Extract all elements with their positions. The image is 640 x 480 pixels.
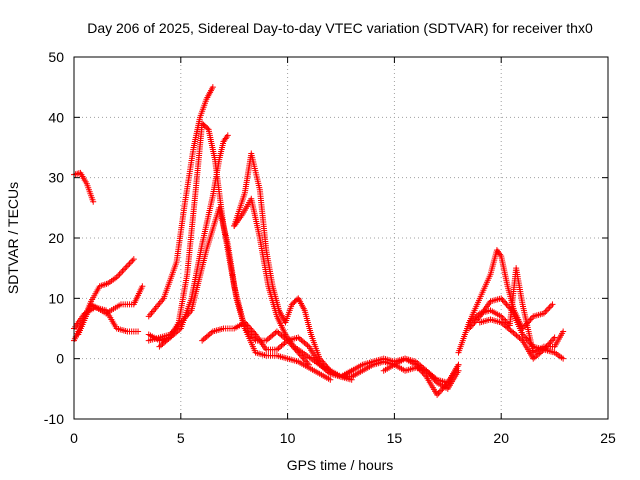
data-point: [123, 263, 130, 270]
data-point: [543, 307, 550, 314]
data-point: [127, 259, 134, 266]
data-point: [560, 355, 567, 362]
chart-title: Day 206 of 2025, Sidereal Day-to-day VTE…: [87, 20, 593, 36]
data-point: [120, 266, 127, 273]
data-point: [116, 271, 123, 278]
x-tick-label: 25: [600, 430, 616, 446]
data-point: [551, 334, 558, 341]
series-trace-15: [455, 247, 556, 356]
data-point: [139, 283, 146, 290]
grid-lines: [74, 57, 608, 419]
data-point: [523, 336, 530, 343]
series-trace-14: [380, 355, 462, 386]
data-point: [245, 323, 252, 330]
x-tick-label: 20: [493, 430, 509, 446]
data-point: [502, 299, 509, 306]
data-point: [249, 328, 256, 335]
data-point: [135, 328, 142, 335]
data-point: [126, 260, 133, 267]
data-points: [71, 84, 567, 398]
data-point: [119, 268, 126, 275]
series-trace-4: [75, 283, 146, 338]
data-point: [224, 132, 231, 139]
data-point: [125, 262, 132, 269]
series-trace-1: [71, 169, 97, 205]
data-point: [90, 198, 97, 205]
data-point: [560, 328, 567, 335]
data-point: [546, 304, 553, 311]
data-point: [130, 256, 137, 263]
data-point: [122, 265, 129, 272]
data-point: [546, 340, 553, 347]
x-tick-label: 10: [280, 430, 296, 446]
x-axis-label: GPS time / hours: [287, 457, 394, 473]
data-point: [548, 302, 555, 309]
x-tick-label: 5: [177, 430, 185, 446]
data-point: [117, 269, 124, 276]
y-tick-label: 10: [48, 290, 64, 306]
data-point: [129, 257, 136, 264]
data-point: [549, 301, 556, 308]
y-tick-label: 50: [48, 49, 64, 65]
data-point: [436, 388, 443, 395]
series-trace-8: [145, 204, 312, 368]
data-point: [503, 301, 510, 308]
series-trace-11: [231, 195, 355, 380]
data-point: [204, 125, 211, 132]
series-trace-6: [145, 120, 334, 383]
y-tick-label: 40: [48, 109, 64, 125]
y-tick-label: 30: [48, 170, 64, 186]
x-tick-label: 0: [70, 430, 78, 446]
y-tick-label: 20: [48, 230, 64, 246]
x-tick-label: 15: [387, 430, 403, 446]
data-point: [115, 272, 122, 279]
data-point: [209, 84, 216, 91]
y-tick-label: -10: [44, 411, 64, 427]
data-point: [499, 296, 506, 303]
data-point: [305, 361, 312, 368]
series-trace-5: [145, 84, 216, 320]
series-trace-18: [476, 316, 567, 362]
y-axis-label: SDTVAR / TECUs: [5, 182, 21, 294]
y-tick-label: 0: [56, 351, 64, 367]
data-point: [327, 376, 334, 383]
axis-ticks: 0 5 10 15 20 25 -10 0 10 20 30 40 50: [44, 49, 616, 446]
data-point: [455, 361, 462, 368]
data-point: [545, 305, 552, 312]
